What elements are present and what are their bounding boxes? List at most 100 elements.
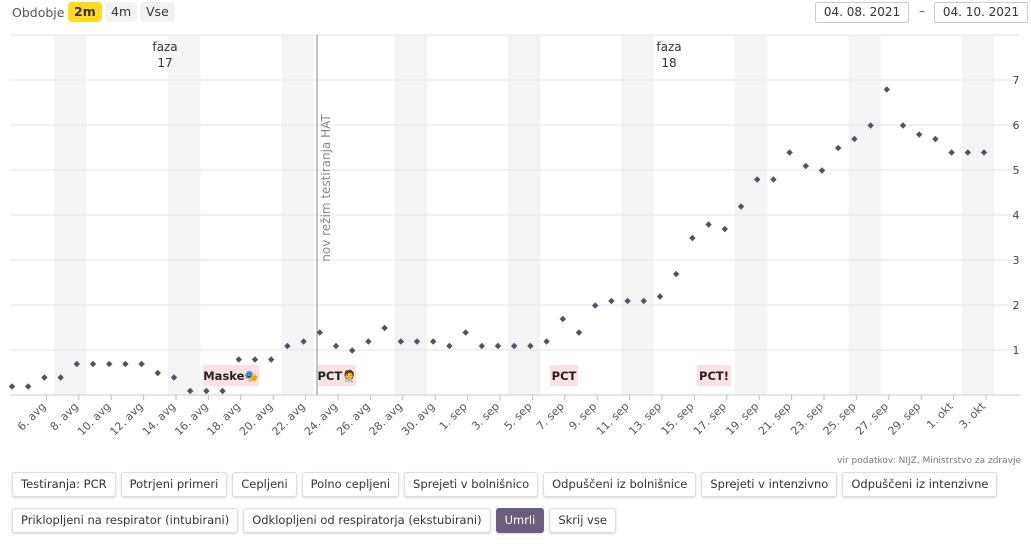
series-button-hospital-discharged[interactable]: Odpuščeni iz bolnišnice xyxy=(543,472,697,497)
data-point[interactable] xyxy=(494,342,502,350)
series-button-icu-admitted[interactable]: Sprejeti v intenzivno xyxy=(701,472,838,497)
data-source: vir podatkov: NIJZ, Ministrstvo za zdrav… xyxy=(837,456,1021,466)
series-button-icu-discharged[interactable]: Odpuščeni iz intenzivne xyxy=(842,472,998,497)
data-point[interactable] xyxy=(608,297,615,305)
data-point[interactable] xyxy=(268,356,275,363)
phase-18-number: 18 xyxy=(661,56,676,70)
data-point[interactable] xyxy=(89,360,97,368)
data-point[interactable] xyxy=(656,293,664,300)
data-point[interactable] xyxy=(413,338,421,345)
data-point[interactable] xyxy=(251,356,259,363)
data-point[interactable] xyxy=(73,360,80,368)
testing-regime-marker-label: nov režim testiranja HAT xyxy=(319,114,333,262)
data-point[interactable] xyxy=(737,203,745,210)
data-point[interactable] xyxy=(57,374,64,381)
data-point[interactable] xyxy=(154,369,161,377)
data-point[interactable] xyxy=(511,342,518,350)
data-point[interactable] xyxy=(948,149,955,156)
x-tick-label: 12. avg xyxy=(107,400,145,438)
data-point[interactable] xyxy=(786,149,793,156)
data-point[interactable] xyxy=(25,383,32,390)
series-button-vaccinated[interactable]: Cepljeni xyxy=(232,472,297,497)
period-button-all[interactable]: Vse xyxy=(140,2,175,22)
series-button-hospital-admitted[interactable]: Sprejeti v bolnišnico xyxy=(404,472,539,497)
period-button-4m[interactable]: 4m xyxy=(105,2,138,22)
data-point[interactable] xyxy=(187,387,194,395)
data-point[interactable] xyxy=(138,360,145,368)
event-label-box xyxy=(318,365,356,386)
series-button-fully-vaccinated[interactable]: Polno cepljeni xyxy=(301,472,400,497)
data-point[interactable] xyxy=(980,149,988,156)
data-point[interactable] xyxy=(770,176,777,183)
data-point[interactable] xyxy=(41,374,48,381)
data-point[interactable] xyxy=(689,234,696,242)
data-point[interactable] xyxy=(235,356,242,363)
data-point[interactable] xyxy=(284,342,291,350)
data-point[interactable] xyxy=(624,297,631,305)
data-point[interactable] xyxy=(106,360,113,368)
series-button-confirmed-cases[interactable]: Potrjeni primeri xyxy=(120,472,228,497)
y-tick-label: 1 xyxy=(1013,344,1020,357)
data-point[interactable] xyxy=(883,86,890,93)
data-point[interactable] xyxy=(219,387,226,395)
event-label: Maske🎭 xyxy=(203,369,259,383)
data-point[interactable] xyxy=(673,270,680,278)
data-point[interactable] xyxy=(462,329,469,336)
data-point[interactable] xyxy=(754,176,761,183)
data-point[interactable] xyxy=(932,135,939,143)
period-label: Obdobje xyxy=(12,5,65,20)
data-point[interactable] xyxy=(818,167,826,174)
x-tick-label: 6. avg xyxy=(15,400,48,433)
date-from-input[interactable]: 04. 08. 2021 xyxy=(815,2,909,23)
data-point[interactable] xyxy=(916,131,923,138)
data-point[interactable] xyxy=(964,149,971,156)
x-tick-label: 25. sep xyxy=(821,400,859,438)
data-point[interactable] xyxy=(430,338,437,345)
period-button-2m[interactable]: 2m xyxy=(68,2,102,22)
data-point[interactable] xyxy=(575,329,583,336)
data-point[interactable] xyxy=(867,122,874,129)
data-point[interactable] xyxy=(802,162,809,170)
y-tick-label: 3 xyxy=(1013,254,1020,267)
data-point[interactable] xyxy=(640,297,647,305)
data-point[interactable] xyxy=(397,338,404,345)
data-point[interactable] xyxy=(705,221,712,228)
event-label-box xyxy=(550,365,578,386)
data-point[interactable] xyxy=(592,302,599,309)
date-to-input[interactable]: 04. 10. 2021 xyxy=(934,2,1028,23)
data-point[interactable] xyxy=(381,324,388,332)
data-point[interactable] xyxy=(8,383,16,390)
series-buttons-row-1: Testiranja: PCR Potrjeni primeri Cepljeni P… xyxy=(12,472,1002,497)
data-point[interactable] xyxy=(316,329,323,336)
data-point[interactable] xyxy=(835,144,842,152)
data-point[interactable] xyxy=(203,387,210,395)
y-tick-label: 7 xyxy=(1013,74,1020,87)
data-point[interactable] xyxy=(721,225,728,233)
series-button-hide-all[interactable]: Skrij vse xyxy=(549,508,616,533)
x-tick-label: 29. sep xyxy=(886,400,924,438)
series-button-intubated[interactable]: Priklopljeni na respirator (intubirani) xyxy=(12,508,239,533)
x-tick-label: 28. avg xyxy=(367,400,405,438)
x-tick-label: 16. avg xyxy=(172,400,210,438)
data-point[interactable] xyxy=(478,342,485,350)
event-label: PCT🧑‍⚕ xyxy=(317,369,356,383)
phase-18-label: faza xyxy=(656,40,681,54)
series-button-extubated[interactable]: Odklopljeni od respiratorja (ekstubirani… xyxy=(243,508,491,533)
series-button-pcr-tests[interactable]: Testiranja: PCR xyxy=(12,472,116,497)
data-point[interactable] xyxy=(543,338,550,345)
data-point[interactable] xyxy=(559,315,566,323)
data-point[interactable] xyxy=(365,338,372,345)
data-point[interactable] xyxy=(899,122,907,129)
data-point[interactable] xyxy=(300,338,307,345)
data-point[interactable] xyxy=(332,342,340,350)
y-tick-label: 6 xyxy=(1013,119,1020,132)
data-point[interactable] xyxy=(527,342,534,350)
data-point[interactable] xyxy=(446,342,453,350)
series-button-deceased[interactable]: Umrli xyxy=(495,508,545,533)
data-point[interactable] xyxy=(122,360,129,368)
data-point[interactable] xyxy=(349,347,356,354)
x-tick-label: 18. avg xyxy=(205,400,243,438)
event-label-box xyxy=(203,365,259,386)
x-tick-label: 11. sep xyxy=(594,400,632,438)
data-point[interactable] xyxy=(170,374,178,381)
